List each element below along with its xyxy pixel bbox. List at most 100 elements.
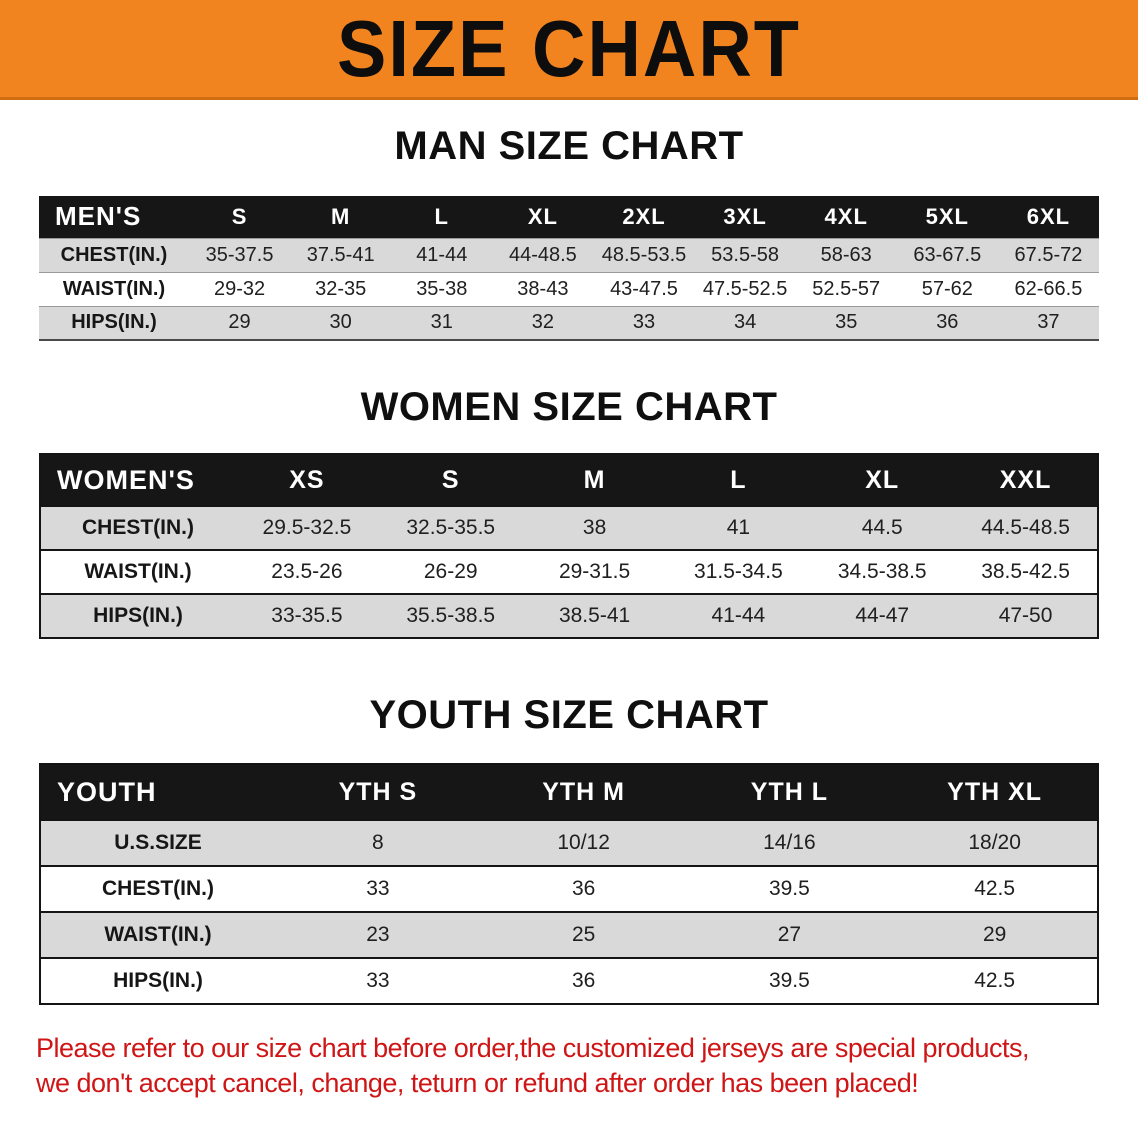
measurement-value-cell: 26-29 — [423, 560, 478, 583]
measurement-label-cell: U.S.SIZE — [114, 831, 202, 854]
table-title-cell: YOUTH — [57, 776, 157, 807]
measurement-value-cell: 41 — [726, 516, 751, 539]
measurement-label-cell: HIPS(IN.) — [71, 311, 157, 334]
measurement-value-cell: 57-62 — [921, 277, 973, 300]
measurement-value-cell: 39.5 — [768, 877, 810, 900]
table-row: HIPS(IN.) 29 30 31 32 33 34 35 36 37 — [39, 306, 1099, 340]
size-header-cell: XL — [865, 465, 900, 494]
measurement-value-cell: 35-37.5 — [205, 243, 274, 266]
measurement-label-cell: CHEST(IN.) — [102, 877, 214, 900]
measurement-value-cell: 31.5-34.5 — [694, 560, 783, 583]
measurement-value-cell: 18/20 — [968, 831, 1021, 854]
youth-section-heading: YOUTH SIZE CHART — [369, 693, 769, 737]
size-header-cell: S — [441, 465, 460, 494]
measurement-value-cell: 39.5 — [768, 969, 810, 992]
measurement-value-cell: 29-32 — [213, 277, 266, 300]
measurement-value-cell: 35 — [835, 311, 858, 334]
banner: SIZE CHART — [0, 0, 1138, 100]
measurement-value-cell: 10/12 — [557, 831, 610, 854]
measurement-value-cell: 35.5-38.5 — [406, 604, 496, 627]
footer-note: Please refer to our size chart before or… — [36, 1031, 1120, 1101]
measurement-value-cell: 29 — [982, 923, 1007, 946]
size-header-cell: S — [231, 203, 248, 229]
measurement-value-cell: 36 — [571, 969, 596, 992]
measurement-value-cell: 33 — [366, 969, 390, 992]
measurement-value-cell: 58-63 — [820, 243, 872, 266]
measurement-value-cell: 29 — [228, 311, 251, 334]
table-row: WAIST(IN.) 23.5-26 26-29 29-31.5 31.5-34.5 34… — [40, 550, 1098, 594]
measurement-value-cell: 32-35 — [315, 277, 367, 300]
measurement-value-cell: 31 — [430, 311, 453, 334]
measurement-value-cell: 47-50 — [998, 604, 1053, 627]
measurement-value-cell: 25 — [571, 923, 596, 946]
measurement-label-cell: WAIST(IN.) — [84, 560, 192, 583]
measurement-label-cell: HIPS(IN.) — [93, 604, 183, 627]
footer-warning-line-2: we don't accept cancel, change, teturn o… — [36, 1068, 919, 1099]
table-row: CHEST(IN.) 35-37.5 37.5-41 41-44 44-48.5 48.5… — [39, 238, 1099, 272]
page-title: SIZE CHART — [337, 3, 801, 94]
measurement-value-cell: 38.5-42.5 — [981, 560, 1070, 583]
size-header-cell: M — [331, 203, 351, 229]
size-header-cell: L — [434, 203, 449, 229]
size-header-cell: 2XL — [622, 203, 666, 229]
measurement-value-cell: 38.5-41 — [558, 604, 631, 627]
measurement-value-cell: 44-47 — [855, 604, 910, 627]
measurement-value-cell: 42.5 — [974, 877, 1016, 900]
men-size-table: MEN'S S M L XL 2XL 3XL 4XL 5XL 6XL CHEST(IN.) 35-37… — [39, 196, 1099, 341]
measurement-label-cell: WAIST(IN.) — [104, 923, 212, 946]
women-size-table: WOMEN'S XS S M L XL XXL CHEST(IN.) 29.5-32.5 32.5… — [39, 453, 1099, 639]
measurement-value-cell: 53.5-58 — [711, 243, 780, 266]
measurement-value-cell: 33 — [632, 311, 656, 334]
size-header-cell: YTH S — [338, 777, 418, 806]
size-header-cell: XXL — [999, 465, 1052, 494]
measurement-value-cell: 37.5-41 — [306, 243, 375, 266]
measurement-value-cell: 44.5 — [861, 516, 903, 539]
measurement-value-cell: 8 — [372, 831, 384, 854]
measurement-value-cell: 44.5-48.5 — [981, 516, 1070, 539]
measurement-label-cell: WAIST(IN.) — [62, 277, 166, 300]
table-row: WAIST(IN.) 23 25 27 29 — [40, 912, 1098, 958]
measurement-value-cell: 63-67.5 — [913, 243, 982, 266]
measurement-value-cell: 33-35.5 — [271, 604, 343, 627]
measurement-value-cell: 23.5-26 — [271, 560, 343, 583]
measurement-value-cell: 37 — [1037, 311, 1060, 334]
measurement-value-cell: 34 — [733, 311, 757, 334]
measurement-value-cell: 32 — [531, 311, 554, 334]
measurement-value-cell: 34.5-38.5 — [837, 560, 927, 583]
measurement-value-cell: 29-31.5 — [558, 560, 631, 583]
table-row: HIPS(IN.) 33 36 39.5 42.5 — [40, 958, 1098, 1004]
measurement-value-cell: 36 — [571, 877, 596, 900]
table-row: CHEST(IN.) 29.5-32.5 32.5-35.5 38 41 44.5 44.5… — [40, 506, 1098, 550]
measurement-label-cell: HIPS(IN.) — [113, 969, 203, 992]
table-title-cell: WOMEN'S — [57, 464, 195, 495]
measurement-value-cell: 44-48.5 — [508, 243, 577, 266]
table-header-row: WOMEN'S XS S M L XL XXL — [40, 454, 1098, 506]
size-header-cell: 6XL — [1026, 203, 1071, 229]
table-title-cell: MEN'S — [55, 201, 142, 232]
measurement-value-cell: 62-66.5 — [1014, 277, 1083, 300]
table-row: HIPS(IN.) 33-35.5 35.5-38.5 38.5-41 41-44 44-… — [40, 594, 1098, 638]
size-header-cell: 3XL — [723, 203, 767, 229]
measurement-label-cell: CHEST(IN.) — [82, 516, 194, 539]
measurement-value-cell: 33 — [366, 877, 390, 900]
measurement-value-cell: 32.5-35.5 — [406, 516, 496, 539]
youth-size-table: YOUTH YTH S YTH M YTH L YTH XL U.S.SIZE 8 10/12… — [39, 763, 1099, 1005]
measurement-value-cell: 29.5-32.5 — [262, 516, 352, 539]
table-row: U.S.SIZE 8 10/12 14/16 18/20 — [40, 820, 1098, 866]
size-header-cell: M — [583, 465, 606, 494]
measurement-value-cell: 27 — [777, 923, 802, 946]
measurement-value-cell: 47.5-52.5 — [702, 277, 788, 300]
size-header-cell: XS — [289, 465, 325, 494]
measurement-value-cell: 48.5-53.5 — [601, 243, 687, 266]
size-header-cell: 4XL — [824, 203, 868, 229]
table-row: WAIST(IN.) 29-32 32-35 35-38 38-43 43-47.5 47.… — [39, 272, 1099, 306]
size-header-cell: L — [730, 465, 747, 494]
measurement-value-cell: 36 — [936, 311, 959, 334]
size-header-cell: 5XL — [925, 203, 969, 229]
measurement-value-cell: 35-38 — [416, 277, 468, 300]
size-header-cell: XL — [527, 203, 558, 229]
measurement-value-cell: 41-44 — [416, 243, 468, 266]
table-header-row: YOUTH YTH S YTH M YTH L YTH XL — [40, 764, 1098, 820]
measurement-value-cell: 41-44 — [711, 604, 766, 627]
measurement-value-cell: 38-43 — [517, 277, 569, 300]
